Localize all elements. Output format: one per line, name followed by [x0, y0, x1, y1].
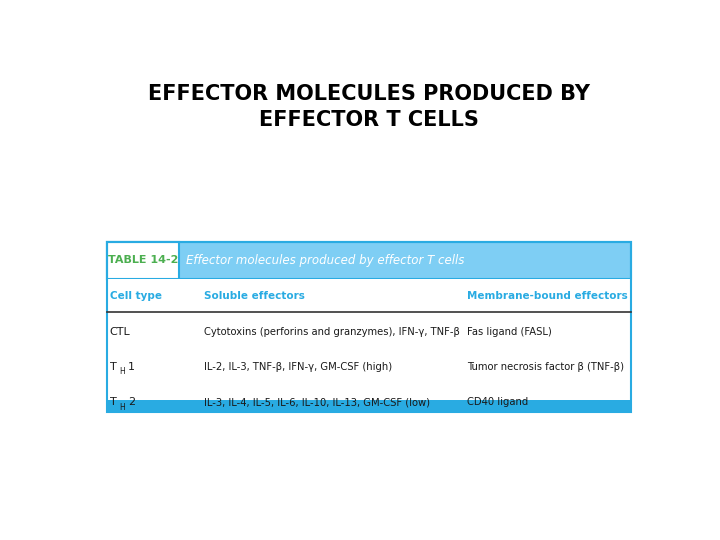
FancyBboxPatch shape [107, 279, 631, 312]
Text: Tumor necrosis factor β (TNF-β): Tumor necrosis factor β (TNF-β) [467, 362, 624, 372]
Text: IL-2, IL-3, TNF-β, IFN-γ, GM-CSF (high): IL-2, IL-3, TNF-β, IFN-γ, GM-CSF (high) [204, 362, 392, 372]
Text: H: H [119, 368, 125, 376]
Text: Membrane-bound effectors: Membrane-bound effectors [467, 291, 627, 301]
FancyBboxPatch shape [107, 241, 631, 279]
FancyBboxPatch shape [107, 241, 179, 279]
Text: TABLE 14-2: TABLE 14-2 [108, 255, 178, 265]
Text: H: H [119, 403, 125, 412]
Text: Soluble effectors: Soluble effectors [204, 291, 305, 301]
Text: IL-3, IL-4, IL-5, IL-6, IL-10, IL-13, GM-CSF (low): IL-3, IL-4, IL-5, IL-6, IL-10, IL-13, GM… [204, 397, 431, 407]
Text: Effector molecules produced by effector T cells: Effector molecules produced by effector … [186, 254, 464, 267]
Text: 1: 1 [128, 362, 135, 372]
Text: 2: 2 [128, 397, 135, 407]
FancyBboxPatch shape [107, 400, 631, 412]
Text: Cell type: Cell type [109, 291, 161, 301]
Text: Cytotoxins (perforins and granzymes), IFN-γ, TNF-β: Cytotoxins (perforins and granzymes), IF… [204, 327, 460, 336]
Text: T: T [109, 362, 117, 372]
Text: CTL: CTL [109, 327, 130, 336]
Text: Fas ligand (FASL): Fas ligand (FASL) [467, 327, 552, 336]
Text: EFFECTOR MOLECULES PRODUCED BY
EFFECTOR T CELLS: EFFECTOR MOLECULES PRODUCED BY EFFECTOR … [148, 84, 590, 130]
Text: T: T [109, 397, 117, 407]
Text: CD40 ligand: CD40 ligand [467, 397, 528, 407]
